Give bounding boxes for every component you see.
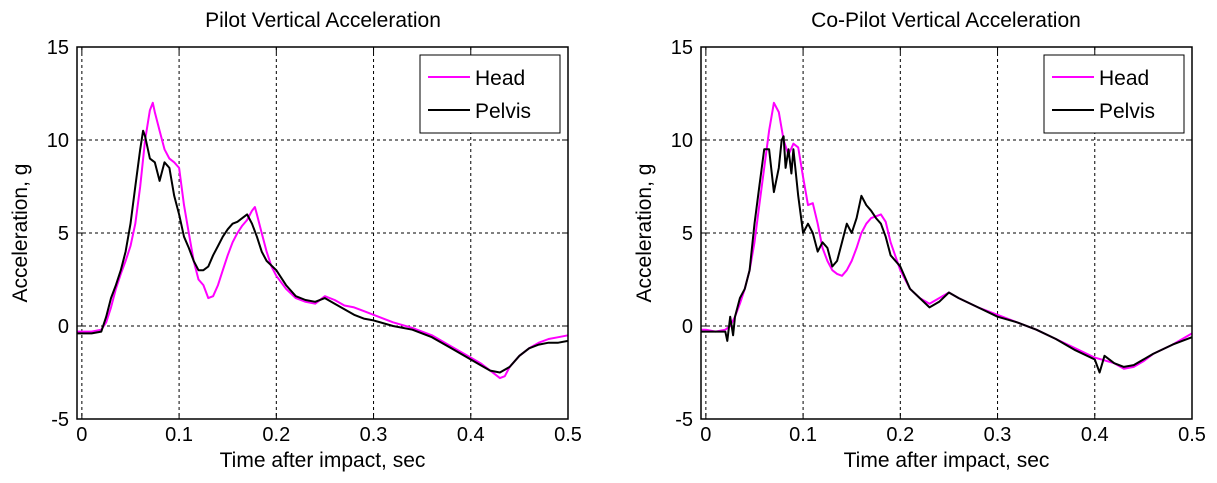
legend-box [1043,54,1185,134]
chart-panel-1: 0 0.1 0.2 0.3 0.4 0.5 -5 0 5 10 15 Pilot Vertical A… [9,9,582,472]
x-tick-label: 0.2 [262,424,290,446]
legend-box [419,54,561,134]
y-tick-label: 0 [58,316,69,338]
x-axis-label: Time after impact, sec [844,449,1050,472]
legend-label-head: Head [475,67,525,90]
series-line-pelvis [701,135,1193,374]
chart-title: Co-Pilot Vertical Acceleration [811,9,1081,32]
x-tick-label: 0.3 [984,424,1012,446]
x-axis-label: Time after impact, sec [220,449,426,472]
y-tick-label: 15 [671,37,693,59]
chart-panel-2: 0 0.1 0.2 0.3 0.4 0.5 -5 0 5 10 15 Co-Pilot Vertica… [633,9,1206,472]
x-tick-label: 0.2 [886,424,914,446]
y-tick-label: 5 [58,223,69,245]
x-tick-label: 0.4 [1081,424,1109,446]
y-axis-label: Acceleration, g [9,164,32,303]
x-tick-label: 0.4 [457,424,485,446]
legend-label-pelvis: Pelvis [1099,100,1155,123]
x-tick-label: 0.1 [165,424,193,446]
legend-label-pelvis: Pelvis [475,100,531,123]
x-tick-label: 0.5 [1178,424,1206,446]
x-tick-label: 0 [700,424,711,446]
series-line-pelvis [77,129,569,374]
x-tick-label: 0.3 [360,424,388,446]
series-line-head [77,101,569,380]
y-tick-label: 5 [682,223,693,245]
y-tick-label: 15 [47,37,69,59]
x-tick-label: 0 [76,424,87,446]
y-tick-label: 10 [47,130,69,152]
legend: Head Pelvis [419,54,561,134]
legend-label-head: Head [1099,67,1149,90]
x-tick-label: 0.1 [789,424,817,446]
legend: Head Pelvis [1043,54,1185,134]
y-tick-label: 0 [682,316,693,338]
y-tick-label: -5 [51,409,69,431]
y-tick-label: 10 [671,130,693,152]
y-axis-label: Acceleration, g [633,164,656,303]
x-tick-label: 0.5 [554,424,582,446]
chart-title: Pilot Vertical Acceleration [205,9,441,32]
y-tick-label: -5 [675,409,693,431]
